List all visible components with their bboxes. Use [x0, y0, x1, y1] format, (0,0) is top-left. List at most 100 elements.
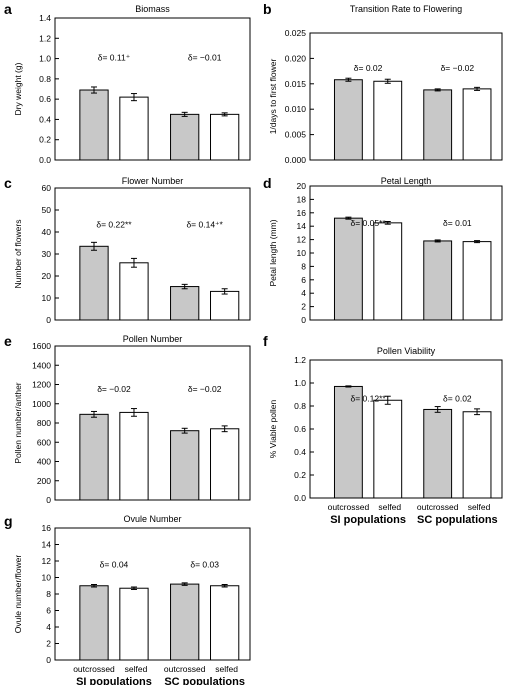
- bar-outcrossed: [170, 286, 200, 321]
- y-tick-label: 1.0: [294, 378, 306, 388]
- bar-selfed: [119, 587, 149, 661]
- bar-outcrossed: [423, 408, 453, 499]
- y-tick-label: 1.2: [39, 33, 51, 43]
- bar-outcrossed: [170, 430, 200, 501]
- x-group-label: SC populations: [164, 676, 245, 685]
- bar-selfed: [119, 96, 149, 161]
- panel-letter: d: [263, 175, 272, 191]
- bar-outcrossed: [170, 583, 200, 661]
- delta-annotation: δ= 0.01: [443, 218, 472, 228]
- y-tick-label: 0.000: [285, 155, 307, 165]
- bar-selfed: [373, 222, 403, 321]
- x-category-label: selfed: [215, 664, 238, 674]
- y-axis-label: Number of flowers: [13, 220, 23, 289]
- y-tick-label: 800: [37, 418, 51, 428]
- y-tick-label: 10: [297, 248, 307, 258]
- plot-frame: [309, 32, 503, 161]
- y-tick-label: 8: [301, 261, 306, 271]
- y-tick-label: 14: [297, 221, 307, 231]
- bar-outcrossed: [79, 585, 109, 661]
- y-tick-label: 0: [46, 655, 51, 665]
- x-category-label: selfed: [468, 502, 491, 512]
- bar-selfed: [373, 80, 403, 161]
- y-tick-label: 20: [297, 181, 307, 191]
- bar-outcrossed: [333, 217, 363, 321]
- x-category-label: outcrossed: [417, 502, 459, 512]
- y-axis-label: % Viable pollen: [268, 400, 278, 459]
- y-axis-label: Petal length (mm): [268, 219, 278, 286]
- y-tick-label: 0.0: [39, 155, 51, 165]
- delta-annotation: δ= −0.02: [97, 384, 131, 394]
- y-tick-label: 0.025: [285, 28, 307, 38]
- y-tick-label: 0.015: [285, 79, 307, 89]
- y-tick-label: 0: [46, 315, 51, 325]
- bar-selfed: [462, 241, 492, 321]
- y-tick-label: 1000: [32, 399, 51, 409]
- y-tick-label: 1.2: [294, 355, 306, 365]
- bar-selfed: [373, 399, 403, 499]
- y-tick-label: 0.2: [294, 470, 306, 480]
- panel-letter: b: [263, 1, 272, 17]
- y-tick-label: 400: [37, 457, 51, 467]
- chart-title: Ovule Number: [123, 514, 181, 524]
- y-tick-label: 0.8: [39, 74, 51, 84]
- y-tick-label: 20: [42, 271, 52, 281]
- chart-panel-e: e Pollen Number 0 200 400 600 800 1000 1200 1400 1…: [4, 333, 251, 505]
- y-tick-label: 0.4: [39, 114, 51, 124]
- y-tick-label: 12: [297, 235, 307, 245]
- delta-annotation: δ= 0.04: [100, 560, 129, 570]
- y-tick-label: 0.2: [39, 135, 51, 145]
- bar-selfed: [210, 290, 240, 321]
- x-category-label: outcrossed: [328, 502, 370, 512]
- y-tick-label: 6: [301, 275, 306, 285]
- y-tick-label: 0.6: [39, 94, 51, 104]
- bar-outcrossed: [423, 89, 453, 161]
- y-tick-label: 4: [301, 288, 306, 298]
- y-tick-label: 0: [301, 315, 306, 325]
- y-tick-label: 6: [46, 606, 51, 616]
- y-tick-label: 50: [42, 205, 52, 215]
- y-tick-label: 10: [42, 573, 52, 583]
- bar-outcrossed: [79, 89, 109, 161]
- y-tick-label: 0.4: [294, 447, 306, 457]
- y-axis-label: Ovule number/flower: [13, 555, 23, 634]
- chart-panel-d: d Petal Length 0 2 4 6 8 10 12 14 16 18 20 Petal leng…: [263, 175, 503, 325]
- delta-annotation: δ= 0.12**: [350, 393, 386, 403]
- bar-outcrossed: [423, 240, 453, 321]
- plot-frame: [54, 17, 251, 161]
- chart-panel-f: f Pollen Viability 0.0 0.2 0.4 0.6 0.8 1.0 1.2 % …: [263, 333, 503, 526]
- bar-selfed: [210, 428, 240, 501]
- x-category-label: selfed: [378, 502, 401, 512]
- y-tick-label: 2: [46, 639, 51, 649]
- delta-annotation: δ= 0.22**: [96, 220, 132, 230]
- delta-annotation: δ= 0.05**: [350, 218, 386, 228]
- y-tick-label: 0.8: [294, 401, 306, 411]
- x-category-label: outcrossed: [164, 664, 206, 674]
- panel-letter: a: [4, 1, 12, 17]
- panel-letter: c: [4, 175, 12, 191]
- y-tick-label: 8: [46, 589, 51, 599]
- y-tick-label: 16: [297, 208, 307, 218]
- x-group-label: SC populations: [417, 514, 498, 526]
- bar-selfed: [119, 411, 149, 501]
- bar-outcrossed: [170, 113, 200, 161]
- y-tick-label: 4: [46, 622, 51, 632]
- bar-selfed: [462, 88, 492, 161]
- y-tick-label: 1200: [32, 380, 51, 390]
- delta-annotation: δ= 0.14⁺*: [186, 220, 223, 230]
- y-tick-label: 1400: [32, 360, 51, 370]
- y-tick-label: 10: [42, 293, 52, 303]
- x-category-label: outcrossed: [73, 664, 115, 674]
- y-axis-label: Pollen number/anther: [13, 382, 23, 463]
- chart-panel-a: a Biomass 0.0 0.2 0.4 0.6 0.8 1.0 1.2 1.4 Dry weig…: [4, 1, 251, 165]
- y-tick-label: 18: [297, 194, 307, 204]
- y-axis-label: 1/days to first flower: [268, 59, 278, 135]
- y-tick-label: 40: [42, 227, 52, 237]
- bar-selfed: [119, 262, 149, 321]
- delta-annotation: δ= 0.11⁺: [98, 53, 131, 63]
- y-tick-label: 2: [301, 302, 306, 312]
- delta-annotation: δ= −0.01: [188, 53, 222, 63]
- panel-letter: e: [4, 333, 12, 349]
- y-tick-label: 0.020: [285, 53, 307, 63]
